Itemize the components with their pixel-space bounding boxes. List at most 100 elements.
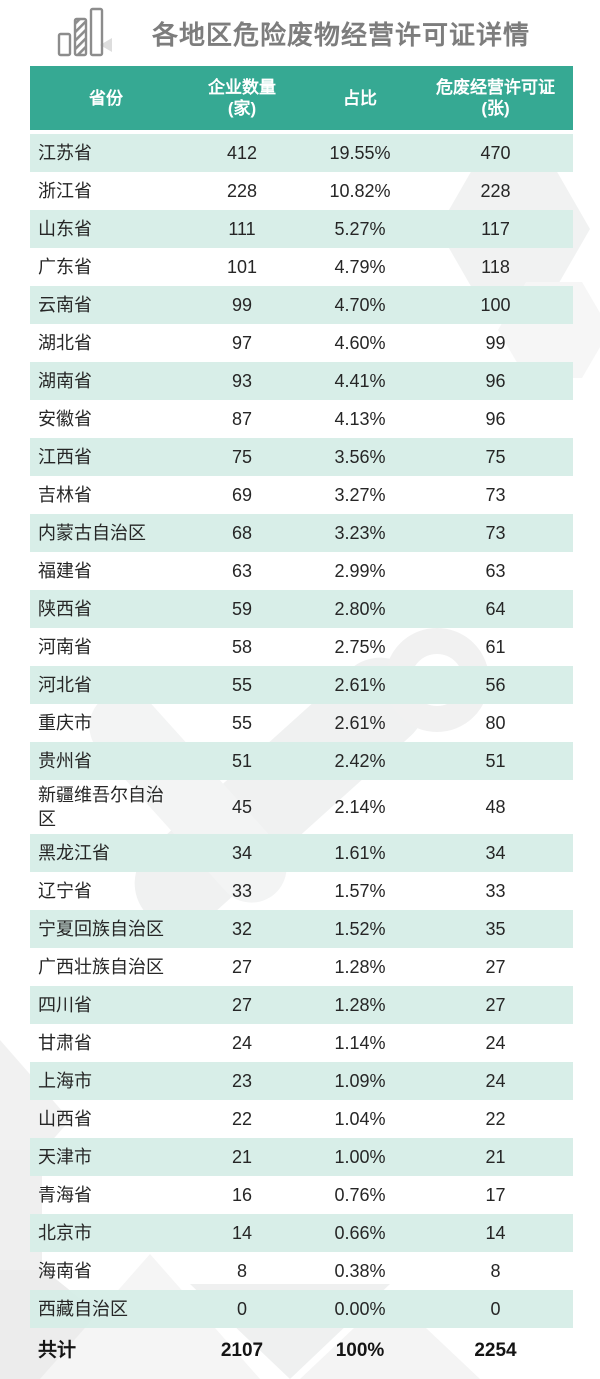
cell-companies: 99 <box>231 294 253 315</box>
cell-licenses: 63 <box>485 560 506 581</box>
cell-companies: 16 <box>231 1184 253 1205</box>
cell-province: 甘肃省 <box>38 1033 92 1053</box>
table-row: 浙江省 228 10.82% 228 <box>30 172 573 210</box>
title-bar: 各地区危险废物经营许可证详情 <box>0 0 600 66</box>
cell-province: 海南省 <box>38 1261 92 1281</box>
cell-province: 四川省 <box>38 995 92 1015</box>
header-label: 省份 <box>89 88 123 108</box>
cell-companies: 93 <box>231 370 253 391</box>
cell-share: 3.56% <box>334 446 386 467</box>
table-row: 海南省 8 0.38% 8 <box>30 1252 573 1290</box>
cell-licenses: 80 <box>485 712 506 733</box>
table-row: 福建省 63 2.99% 63 <box>30 552 573 590</box>
header-cell-companies: 企业数量 (家) <box>182 66 302 130</box>
total-label: 共计 <box>38 1340 77 1361</box>
cell-province: 黑龙江省 <box>38 843 110 863</box>
cell-province: 内蒙古自治区 <box>38 523 146 543</box>
cell-province: 云南省 <box>38 295 92 315</box>
table-row: 北京市 14 0.66% 14 <box>30 1214 573 1252</box>
cell-companies: 8 <box>236 1260 247 1281</box>
cell-share: 1.57% <box>334 880 386 901</box>
cell-licenses: 96 <box>485 370 506 391</box>
cell-licenses: 73 <box>485 484 506 505</box>
cell-licenses: 96 <box>485 408 506 429</box>
table-row: 西藏自治区 0 0.00% 0 <box>30 1290 573 1328</box>
table-total-row: 共计 2107 100% 2254 <box>30 1328 573 1374</box>
cell-province: 吉林省 <box>38 485 92 505</box>
cell-companies: 59 <box>231 598 253 619</box>
cell-province: 安徽省 <box>38 409 92 429</box>
cell-licenses: 17 <box>485 1184 506 1205</box>
total-licenses: 2254 <box>474 1340 517 1361</box>
cell-share: 1.52% <box>334 918 386 939</box>
cell-province: 河北省 <box>38 675 92 695</box>
table-row: 重庆市 55 2.61% 80 <box>30 704 573 742</box>
cell-licenses: 61 <box>485 636 506 657</box>
cell-licenses: 228 <box>480 180 511 201</box>
table-row: 吉林省 69 3.27% 73 <box>30 476 573 514</box>
table-row: 四川省 27 1.28% 27 <box>30 986 573 1024</box>
table-row: 安徽省 87 4.13% 96 <box>30 400 573 438</box>
cell-province: 重庆市 <box>38 713 92 733</box>
cell-province: 山东省 <box>38 219 92 239</box>
cell-companies: 101 <box>226 256 258 277</box>
table-row: 江西省 75 3.56% 75 <box>30 438 573 476</box>
cell-share: 4.60% <box>334 332 386 353</box>
header-label: 企业数量 <box>208 78 276 97</box>
header-label: 危废经营许可证 <box>436 78 555 97</box>
table-row: 湖北省 97 4.60% 99 <box>30 324 573 362</box>
header-label: 占比 <box>343 88 377 108</box>
cell-licenses: 27 <box>485 956 506 977</box>
cell-share: 3.23% <box>334 522 386 543</box>
cell-share: 4.13% <box>334 408 386 429</box>
cell-licenses: 75 <box>485 446 506 467</box>
cell-companies: 23 <box>231 1070 253 1091</box>
header-cell-share: 占比 <box>302 66 418 130</box>
cell-share: 1.14% <box>334 1032 386 1053</box>
table-row: 山东省 111 5.27% 117 <box>30 210 573 248</box>
table-row: 广西壮族自治区 27 1.28% 27 <box>30 948 573 986</box>
cell-companies: 51 <box>231 750 253 771</box>
cell-companies: 111 <box>228 218 256 239</box>
cell-share: 10.82% <box>329 180 391 201</box>
cell-licenses: 24 <box>485 1032 506 1053</box>
cell-province: 福建省 <box>38 561 92 581</box>
cell-province: 宁夏回族自治区 <box>38 919 164 939</box>
cell-companies: 63 <box>231 560 253 581</box>
cell-province: 青海省 <box>38 1185 92 1205</box>
table-row: 辽宁省 33 1.57% 33 <box>30 872 573 910</box>
cell-province: 上海市 <box>38 1071 92 1091</box>
cell-companies: 97 <box>231 332 253 353</box>
table-row: 新疆维吾尔自治区 45 2.14% 48 <box>30 780 573 834</box>
cell-licenses: 56 <box>485 674 506 695</box>
cell-companies: 32 <box>231 918 253 939</box>
cell-share: 2.42% <box>334 750 386 771</box>
cell-province: 新疆维吾尔自治区 <box>38 785 164 829</box>
table-row: 广东省 101 4.79% 118 <box>30 248 573 286</box>
cell-companies: 45 <box>231 796 253 817</box>
cell-licenses: 21 <box>485 1146 506 1167</box>
cell-licenses: 48 <box>485 796 506 817</box>
cell-share: 0.76% <box>334 1184 386 1205</box>
table-row: 江苏省 412 19.55% 470 <box>30 134 573 172</box>
table-row: 青海省 16 0.76% 17 <box>30 1176 573 1214</box>
header-cell-province: 省份 <box>30 66 182 130</box>
cell-companies: 55 <box>231 712 253 733</box>
cell-share: 5.27% <box>334 218 386 239</box>
cell-companies: 22 <box>231 1108 253 1129</box>
table-row: 河北省 55 2.61% 56 <box>30 666 573 704</box>
cell-licenses: 22 <box>485 1108 506 1129</box>
cell-companies: 14 <box>231 1222 253 1243</box>
cell-province: 湖南省 <box>38 371 92 391</box>
cell-province: 天津市 <box>38 1147 92 1167</box>
cell-province: 浙江省 <box>38 181 92 201</box>
total-share: 100% <box>335 1340 385 1361</box>
table-row: 云南省 99 4.70% 100 <box>30 286 573 324</box>
cell-companies: 412 <box>226 142 258 163</box>
cell-share: 0.66% <box>334 1222 386 1243</box>
cell-province: 北京市 <box>38 1223 92 1243</box>
cell-share: 1.28% <box>334 956 386 977</box>
cell-licenses: 34 <box>485 842 506 863</box>
cell-share: 0.00% <box>334 1298 386 1319</box>
cell-province: 江苏省 <box>38 143 92 163</box>
